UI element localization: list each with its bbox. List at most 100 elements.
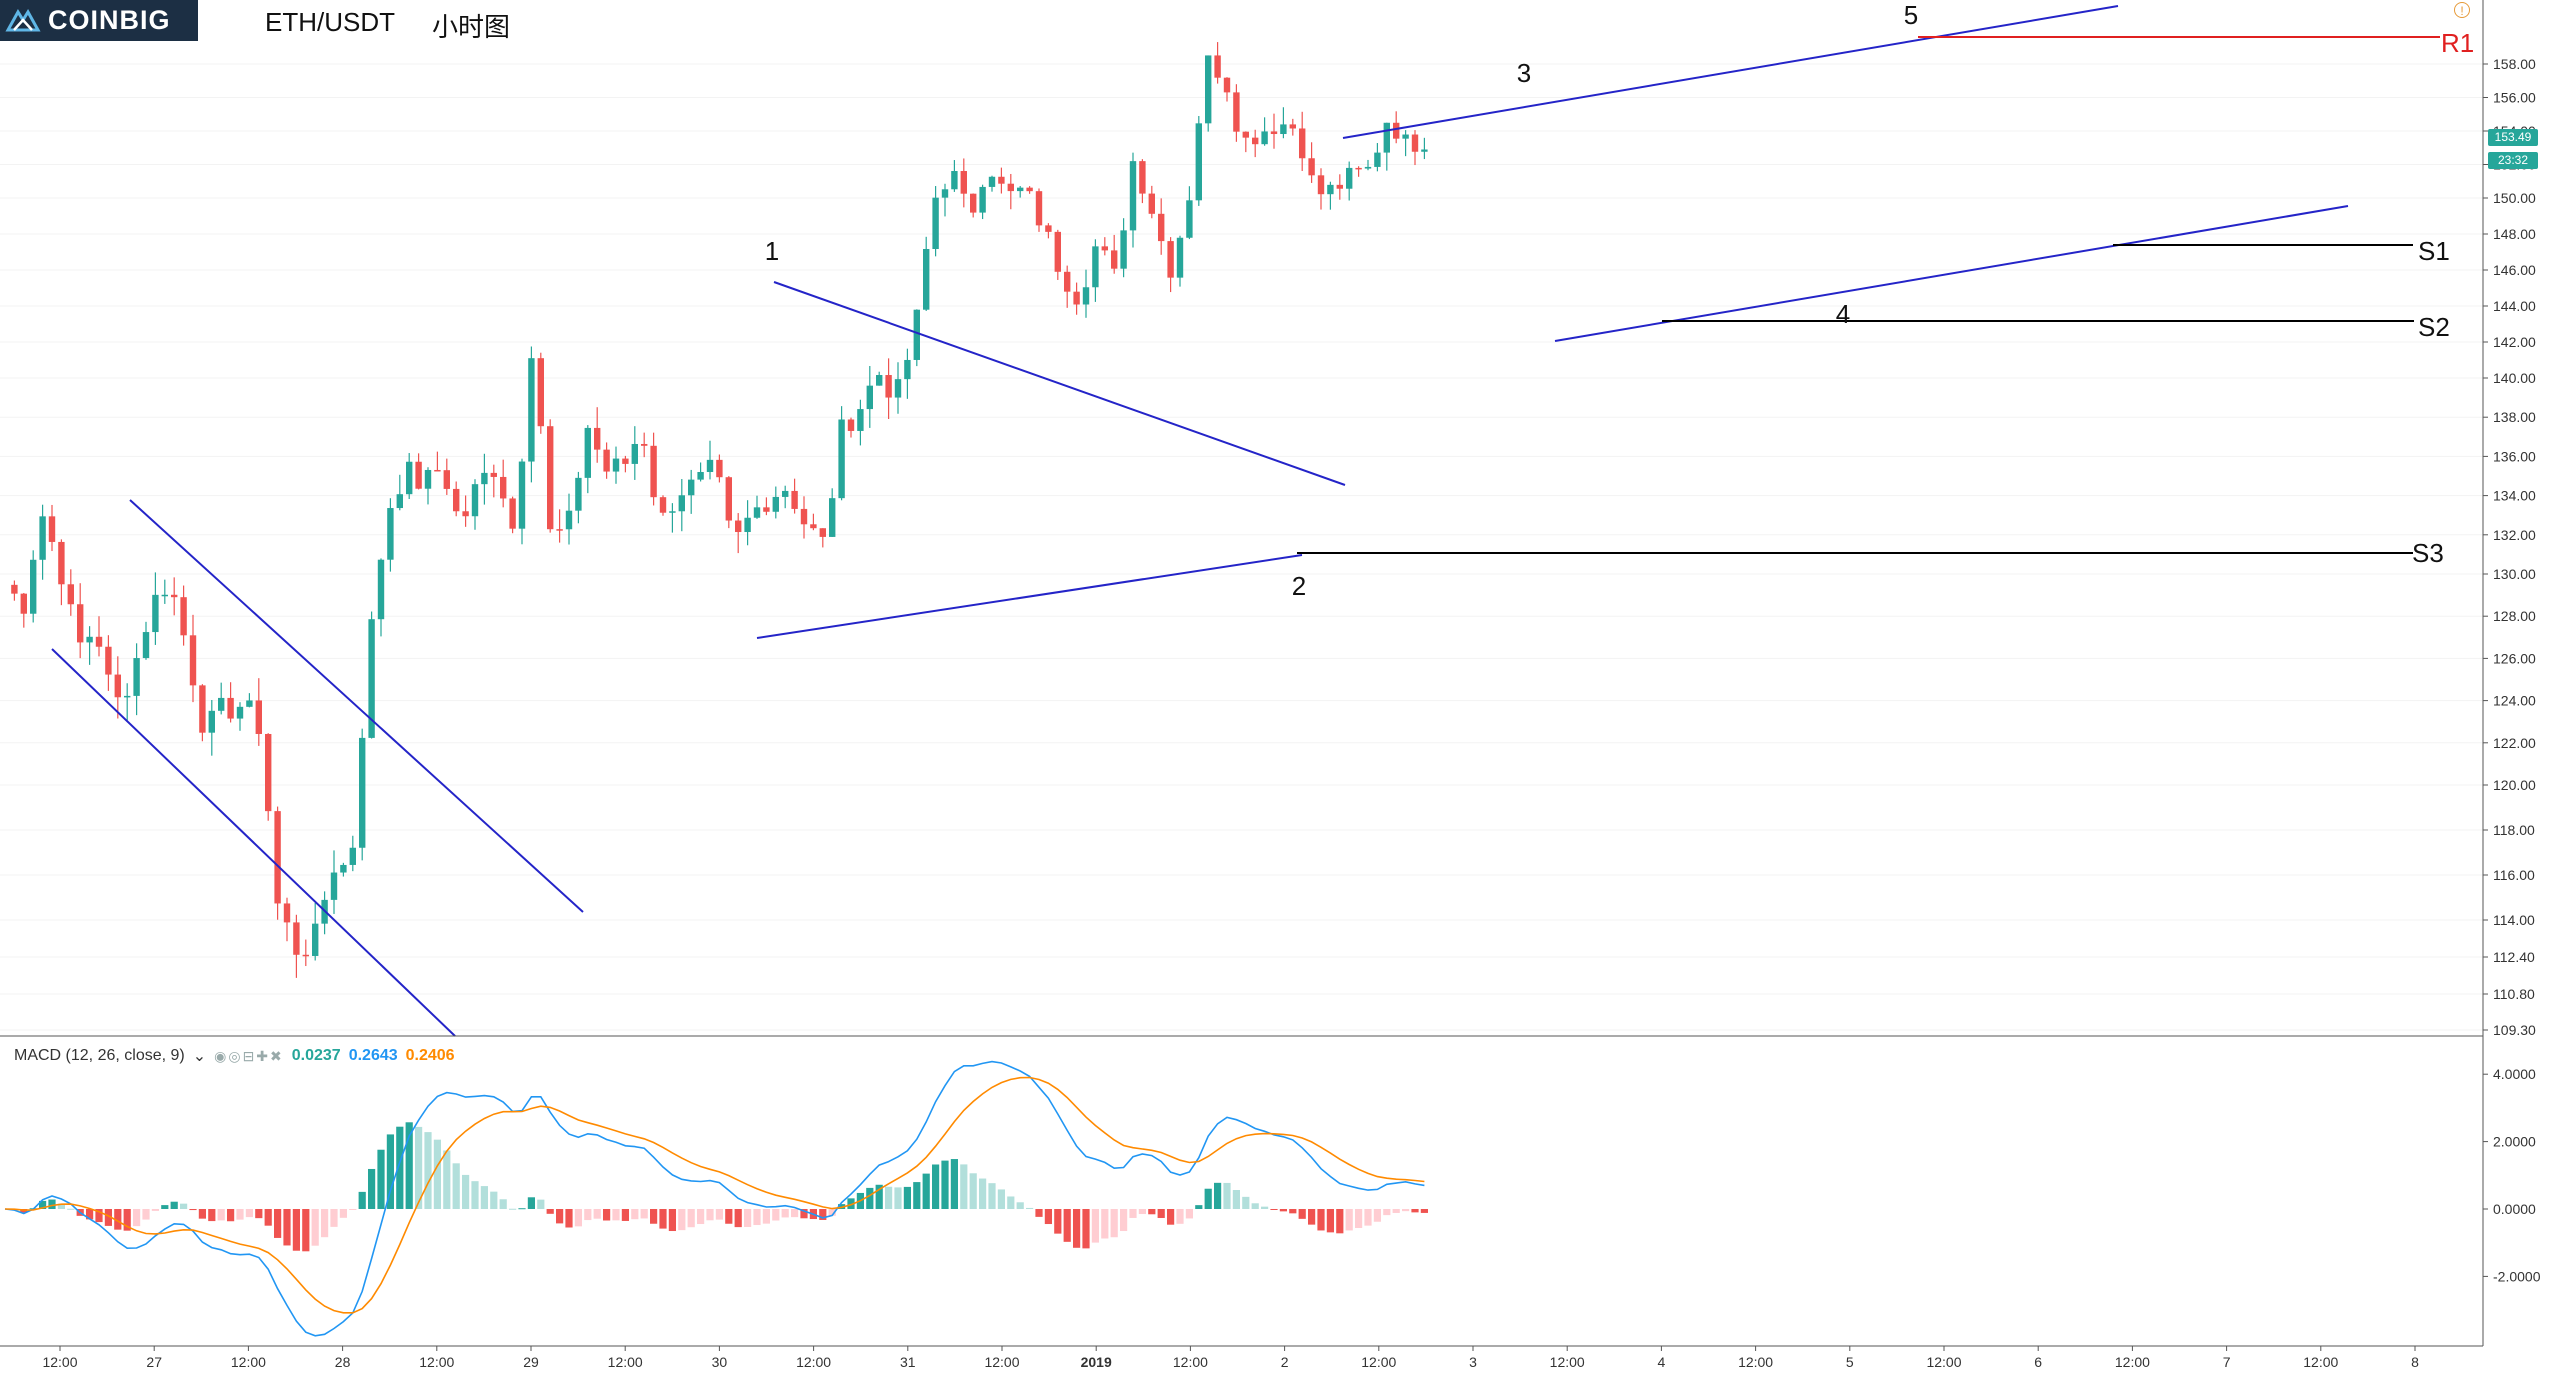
price-tick-label: 130.00 xyxy=(2493,566,2536,582)
macd-histogram-bar xyxy=(133,1209,141,1227)
chevron-down-icon[interactable]: ⌄ xyxy=(192,1048,207,1065)
price-tick-label: 148.00 xyxy=(2493,226,2536,242)
candles-layer xyxy=(11,42,1428,978)
macd-histogram-bar xyxy=(969,1173,977,1209)
candle-body xyxy=(716,459,723,478)
candle-body xyxy=(1355,167,1362,170)
macd-histogram-bar xyxy=(1195,1205,1203,1209)
macd-histogram-bar xyxy=(885,1186,893,1209)
macd-histogram-bar xyxy=(1007,1196,1015,1209)
candle-body xyxy=(161,594,168,597)
macd-histogram-bar xyxy=(527,1197,535,1209)
macd-histogram-bar xyxy=(1157,1209,1165,1218)
time-tick-label: 12:00 xyxy=(1926,1354,1961,1370)
macd-histogram-bar xyxy=(480,1186,488,1209)
candle-body xyxy=(293,922,300,955)
candle-body xyxy=(584,427,591,478)
time-tick-label: 27 xyxy=(146,1354,162,1370)
macd-histogram-bar xyxy=(772,1209,780,1221)
info-icon[interactable]: ! xyxy=(2454,2,2470,18)
macd-histogram-bar xyxy=(1308,1209,1316,1225)
macd-histogram-bar xyxy=(509,1208,517,1210)
time-tick-label: 12:00 xyxy=(1361,1354,1396,1370)
time-tick-label: 12:00 xyxy=(984,1354,1019,1370)
candle-body xyxy=(1054,231,1061,272)
macd-histogram-bar xyxy=(903,1186,911,1209)
macd-histogram-bar xyxy=(941,1160,949,1209)
price-tick-label: 150.00 xyxy=(2493,190,2536,206)
candle-body xyxy=(782,490,789,497)
candle-body xyxy=(669,511,676,513)
period-label[interactable]: 小时图 xyxy=(432,12,511,42)
candle-body xyxy=(622,458,629,464)
rising-channel-lower xyxy=(1554,205,2349,342)
macd-histogram-bar xyxy=(518,1208,526,1210)
level-label: S3 xyxy=(2412,538,2444,568)
macd-histogram-bar xyxy=(838,1204,846,1209)
price-tick-label: 146.00 xyxy=(2493,262,2536,278)
macd-title[interactable]: MACD (12, 26, close, 9) xyxy=(14,1047,185,1064)
trendline-layer: 1 2 3 4 5 R1 S1 S2 S3 xyxy=(51,0,2474,1037)
macd-histogram-bar xyxy=(725,1209,733,1224)
symbol-label[interactable]: ETH/USDT xyxy=(265,7,395,37)
candle-body xyxy=(688,479,695,496)
candle-body xyxy=(1035,191,1043,226)
candle-body xyxy=(744,517,751,533)
macd-histogram-bar xyxy=(866,1187,874,1209)
time-tick-label: 7 xyxy=(2223,1354,2231,1370)
macd-histogram-bar xyxy=(339,1209,347,1218)
candle-body xyxy=(838,419,845,499)
candle-body xyxy=(1242,131,1249,138)
candle-body xyxy=(142,632,150,659)
macd-histogram-bar xyxy=(396,1126,404,1209)
macd-histogram-bar xyxy=(255,1209,263,1219)
candle-body xyxy=(706,459,714,472)
time-tick-label: 3 xyxy=(1469,1354,1477,1370)
candle-body xyxy=(283,903,291,923)
last-price-tag: 153.49 xyxy=(2488,129,2538,146)
macd-tick-label: -2.0000 xyxy=(2493,1268,2541,1284)
price-tick-label: 136.00 xyxy=(2493,448,2536,464)
macd-histogram-bar xyxy=(659,1209,667,1229)
candle-body xyxy=(800,508,808,525)
macd-histogram-bar xyxy=(1054,1209,1062,1234)
candle-body xyxy=(866,385,873,410)
candle-body xyxy=(1289,124,1296,129)
macd-histogram-bar xyxy=(1411,1209,1419,1213)
time-tick-label: 30 xyxy=(712,1354,728,1370)
indicator-controls-icon[interactable]: ◉◎⊟✚✖ xyxy=(214,1047,284,1064)
price-tick-label: 124.00 xyxy=(2493,693,2536,709)
macd-line xyxy=(4,1060,1425,1337)
candle-body xyxy=(1176,237,1184,278)
time-tick-label: 12:00 xyxy=(1173,1354,1208,1370)
macd-histogram-bar xyxy=(1063,1209,1071,1242)
candle-body xyxy=(819,528,826,537)
level-label: S1 xyxy=(2418,236,2450,266)
price-tick-label: 118.00 xyxy=(2493,822,2535,838)
price-tick-label: 126.00 xyxy=(2493,650,2536,666)
candle-body xyxy=(1148,193,1155,214)
candle-body xyxy=(387,508,394,560)
wave-label: 4 xyxy=(1836,299,1850,329)
macd-histogram-bar xyxy=(1185,1209,1193,1219)
time-tick-label: 8 xyxy=(2411,1354,2419,1370)
candle-body xyxy=(988,176,996,187)
candle-body xyxy=(208,710,215,733)
candle-body xyxy=(424,469,432,489)
candle-body xyxy=(913,309,920,360)
macd-histogram-bar xyxy=(368,1168,376,1209)
macd-histogram-bar xyxy=(997,1189,1005,1209)
macd-histogram-bar xyxy=(86,1209,94,1220)
candle-body xyxy=(368,619,375,738)
candle-body xyxy=(340,864,347,873)
macd-histogram-bar xyxy=(302,1209,310,1252)
candle-body xyxy=(462,511,469,517)
macd-histogram-bar xyxy=(170,1201,178,1209)
grid-layer xyxy=(0,63,2483,1031)
candle-body xyxy=(471,484,479,517)
macd-histogram-bar xyxy=(1026,1207,1034,1209)
time-tick-label: 29 xyxy=(523,1354,539,1370)
price-tick-label: 109.30 xyxy=(2493,1022,2536,1038)
candle-body xyxy=(1195,123,1202,201)
